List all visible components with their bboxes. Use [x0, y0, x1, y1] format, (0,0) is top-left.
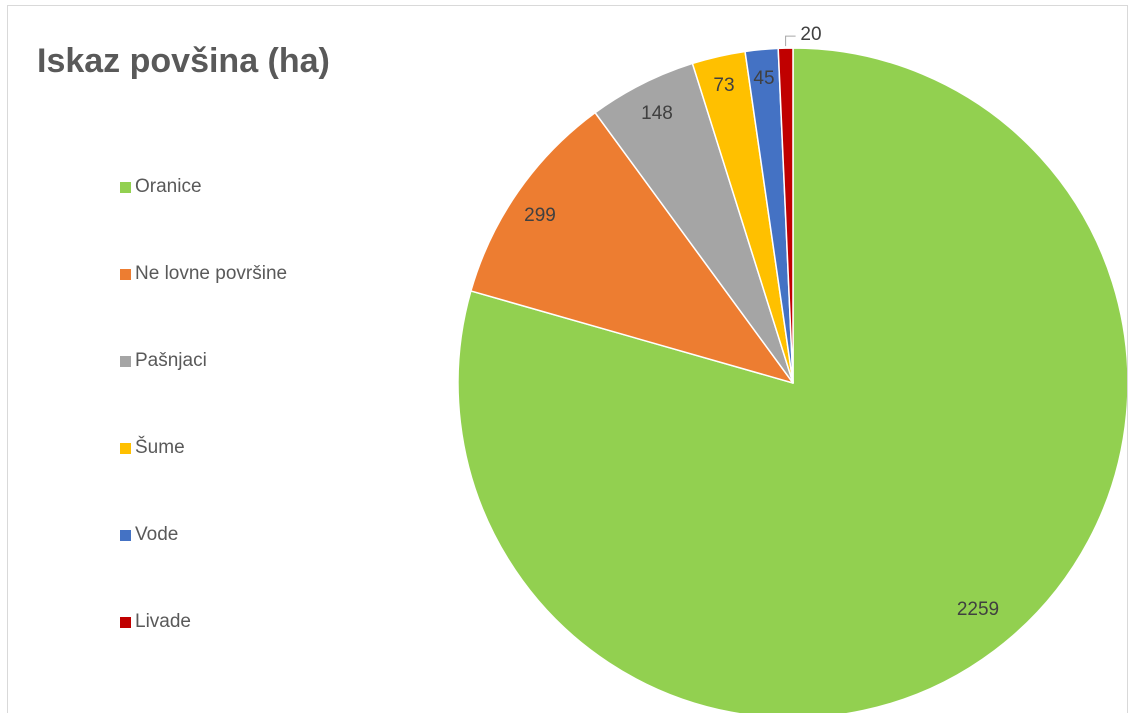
legend-label-vode: Vode [135, 524, 179, 545]
chart-area: Iskaz povšina (ha) Oranice Ne lovne povr… [7, 5, 1128, 713]
legend-item-livade: Livade [120, 611, 191, 633]
leader-line-livade [785, 35, 796, 47]
legend-item-pasnjaci: Pašnjaci [120, 350, 207, 372]
pie-slice-oranice [457, 47, 1127, 713]
pie-slice-ne-lovne-povrsine [470, 111, 794, 384]
pie-chart: 2259 299 148 73 45 20 [457, 24, 1127, 713]
pie-slice-livade [777, 47, 794, 384]
data-label-vode: 45 [753, 68, 774, 89]
legend-label-ne-lovne-povrsine: Ne lovne površine [135, 263, 288, 284]
chart-legend: Oranice Ne lovne površine Pašnjaci Šume … [120, 6, 420, 706]
data-label-oranice: 2259 [957, 599, 999, 620]
legend-label-livade: Livade [135, 611, 191, 632]
data-label-ne-lovne-povrsine: 299 [524, 205, 556, 226]
chart-title: Iskaz povšina (ha) [37, 42, 330, 80]
legend-item-vode: Vode [120, 524, 178, 546]
legend-item-oranice: Oranice [120, 176, 202, 198]
legend-swatch-vode [120, 529, 131, 541]
legend-label-pasnjaci: Pašnjaci [135, 350, 207, 371]
data-label-pasnjaci: 148 [641, 103, 673, 124]
legend-label-sume: Šume [135, 437, 185, 458]
legend-swatch-oranice [120, 181, 131, 193]
legend-item-ne-lovne-povrsine: Ne lovne površine [120, 263, 287, 285]
legend-swatch-sume [120, 442, 131, 454]
legend-swatch-ne-lovne-povrsine [120, 268, 131, 280]
legend-swatch-pasnjaci [120, 355, 131, 367]
data-label-sume: 73 [713, 75, 734, 96]
legend-swatch-livade [120, 616, 131, 628]
legend-label-oranice: Oranice [135, 176, 202, 197]
data-label-livade: 20 [800, 24, 821, 45]
legend-item-sume: Šume [120, 437, 185, 459]
